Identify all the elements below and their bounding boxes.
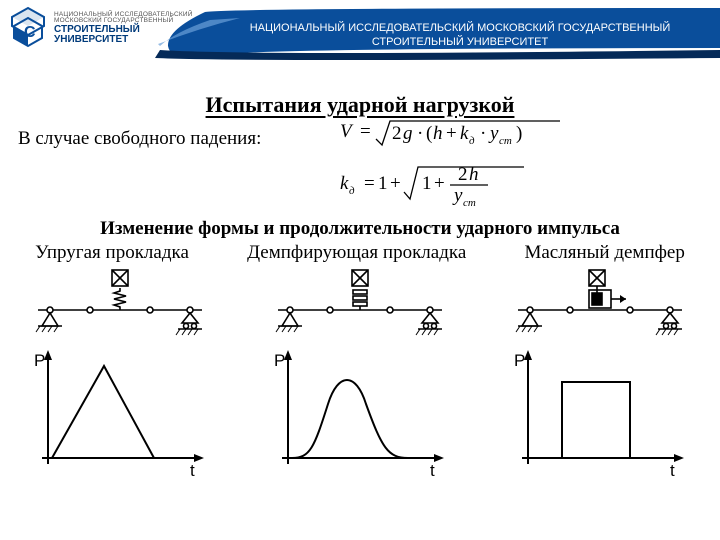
svg-text:V: V <box>340 121 354 142</box>
logo-line4: УНИВЕРСИТЕТ <box>54 35 193 45</box>
pulse-graph-bell: P t <box>270 346 450 481</box>
svg-text:): ) <box>516 123 522 144</box>
svg-text:(: ( <box>426 123 432 144</box>
svg-text:=: = <box>360 121 371 142</box>
svg-text:=: = <box>364 173 375 194</box>
logo-icon: C <box>8 6 48 50</box>
svg-text:+: + <box>390 173 401 194</box>
slide-header: C НАЦИОНАЛЬНЫЙ ИССЛЕДОВАТЕЛЬСКИЙ МОСКОВС… <box>0 0 720 62</box>
svg-text:y: y <box>488 123 499 144</box>
svg-text:y: y <box>452 185 463 206</box>
column-labels-row: Упругая прокладка Демпфирующая прокладка… <box>0 242 720 264</box>
pulse-graph-rect: P t <box>510 346 690 481</box>
svg-text:2: 2 <box>458 164 468 185</box>
svg-text:h: h <box>433 123 443 144</box>
col-label-2: Демпфирующая прокладка <box>247 242 466 264</box>
pulse-graphs-row: P t P t P t <box>0 346 720 481</box>
svg-text:h: h <box>469 164 479 185</box>
col-label-3: Масляный демпфер <box>524 242 684 264</box>
svg-text:C: C <box>24 24 36 41</box>
axis-label-t: t <box>670 461 675 480</box>
axis-label-t: t <box>190 461 195 480</box>
beam-diagrams-row <box>0 268 720 338</box>
svg-text:ст: ст <box>499 135 512 147</box>
svg-text:k: k <box>460 123 469 144</box>
svg-text:·: · <box>417 123 423 144</box>
svg-text:1: 1 <box>378 173 388 194</box>
svg-text:1: 1 <box>422 173 432 194</box>
logo-text: НАЦИОНАЛЬНЫЙ ИССЛЕДОВАТЕЛЬСКИЙ МОСКОВСКИ… <box>54 12 193 45</box>
axis-label-p: P <box>514 351 525 370</box>
svg-text:+: + <box>434 173 445 194</box>
logo-line3: СТРОИТЕЛЬНЫЙ <box>54 25 193 35</box>
svg-text:д: д <box>469 135 475 147</box>
pulse-subtitle: Изменение формы и продолжительности удар… <box>0 218 720 240</box>
banner-line2: СТРОИТЕЛЬНЫЙ УНИВЕРСИТЕТ <box>230 36 690 50</box>
banner-line1: НАЦИОНАЛЬНЫЙ ИССЛЕДОВАТЕЛЬСКИЙ МОСКОВСКИ… <box>230 22 690 36</box>
axis-label-t: t <box>430 461 435 480</box>
svg-text:k: k <box>340 173 349 194</box>
axis-label-p: P <box>34 351 45 370</box>
svg-text:ст: ст <box>463 197 476 209</box>
logo-area: C НАЦИОНАЛЬНЫЙ ИССЛЕДОВАТЕЛЬСКИЙ МОСКОВС… <box>8 6 193 50</box>
banner-text: НАЦИОНАЛЬНЫЙ ИССЛЕДОВАТЕЛЬСКИЙ МОСКОВСКИ… <box>230 22 690 50</box>
svg-text:д: д <box>349 185 355 197</box>
svg-text:+: + <box>446 123 457 144</box>
beam-diagram-spring <box>20 268 220 338</box>
beam-diagram-pad <box>260 268 460 338</box>
axis-label-p: P <box>274 351 285 370</box>
svg-text:g: g <box>403 123 413 144</box>
pulse-graph-triangle: P t <box>30 346 210 481</box>
svg-text:·: · <box>480 123 486 144</box>
formulas: V = 2 g · ( h + k д · y ст ) k д = 1 + 1… <box>340 115 640 215</box>
col-label-1: Упругая прокладка <box>35 242 189 264</box>
beam-diagram-oil-damper <box>500 268 700 338</box>
svg-text:2: 2 <box>392 123 402 144</box>
